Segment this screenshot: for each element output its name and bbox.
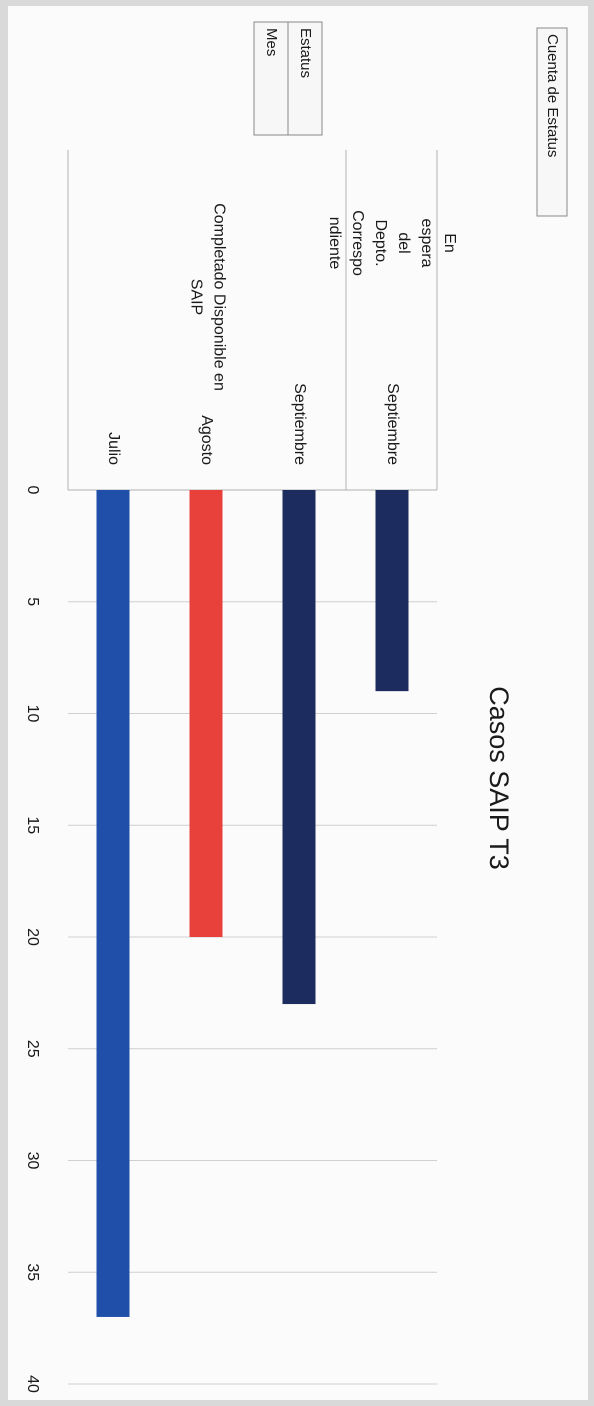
row-field-label-mes: Mes bbox=[263, 28, 280, 56]
group-label-line: Correspo bbox=[349, 210, 366, 276]
value-field-label: Cuenta de Estatus bbox=[544, 34, 561, 157]
group-label-line: del bbox=[395, 232, 412, 253]
category-axis: Julio Agosto Septiembre Septiembre bbox=[105, 383, 401, 465]
group-label-line: espera bbox=[418, 219, 435, 268]
bar bbox=[189, 490, 223, 937]
group-label-line: Depto. bbox=[372, 219, 389, 266]
group-label: Completado Disponible en SAIP bbox=[187, 203, 227, 391]
group-label-line: ndiente bbox=[326, 217, 343, 270]
row-field-buttons: Estatus Mes bbox=[253, 21, 323, 136]
value-tick-label: 35 bbox=[24, 1263, 41, 1281]
category-axis-frame bbox=[67, 150, 438, 491]
group-label-line: Completado Disponible en bbox=[210, 203, 227, 391]
value-tick-label: 0 bbox=[24, 486, 41, 495]
group-label: En espera del Depto. Correspo ndiente bbox=[326, 210, 458, 276]
row-field-label-estatus: Estatus bbox=[297, 28, 314, 78]
value-axis: 0 5 10 15 20 25 30 35 40 bbox=[24, 486, 41, 1393]
bar bbox=[375, 490, 409, 692]
bar bbox=[96, 490, 130, 1317]
value-tick-label: 15 bbox=[24, 816, 41, 834]
group-label-line: SAIP bbox=[187, 279, 204, 315]
value-tick-label: 30 bbox=[24, 1152, 41, 1170]
value-tick-label: 20 bbox=[24, 928, 41, 946]
bars bbox=[96, 490, 409, 1317]
category-groups: Completado Disponible en SAIP En espera del D… bbox=[187, 203, 458, 391]
value-tick-label: 5 bbox=[24, 597, 41, 606]
group-label-line: En bbox=[441, 233, 458, 253]
category-label: Septiembre bbox=[384, 383, 401, 465]
value-tick-label: 40 bbox=[24, 1375, 41, 1393]
value-field-button[interactable]: Cuenta de Estatus bbox=[536, 27, 568, 217]
category-label: Agosto bbox=[198, 415, 215, 465]
row-field-button-mes[interactable]: Mes bbox=[253, 21, 289, 136]
value-tick-label: 25 bbox=[24, 1040, 41, 1058]
category-label: Julio bbox=[105, 432, 122, 465]
chart-title: Casos SAIP T3 bbox=[484, 686, 514, 870]
row-field-button-estatus[interactable]: Estatus bbox=[287, 21, 323, 136]
value-tick-label: 10 bbox=[24, 705, 41, 723]
bar bbox=[282, 490, 316, 1005]
category-label: Septiembre bbox=[291, 383, 308, 465]
